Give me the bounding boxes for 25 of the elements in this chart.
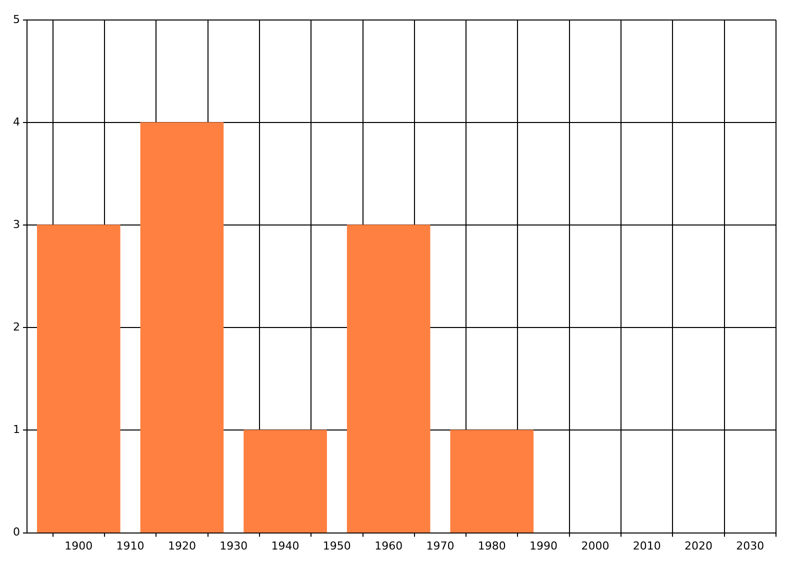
x-tick-label: 1960 — [374, 539, 403, 552]
x-tick-label: 2020 — [684, 539, 713, 552]
y-tick-label: 1 — [13, 423, 20, 436]
y-tick-label: 0 — [13, 526, 20, 539]
x-tick-label: 1990 — [530, 539, 558, 552]
x-tick-label: 1900 — [64, 539, 93, 552]
bar — [244, 430, 327, 533]
x-tick-label: 2000 — [581, 539, 610, 552]
y-tick-label: 3 — [13, 218, 20, 231]
x-tick-label: 1980 — [478, 539, 506, 552]
x-tick-label: 2010 — [632, 539, 661, 552]
y-tick-label: 2 — [13, 320, 20, 334]
x-tick-label: 1920 — [168, 539, 196, 552]
x-tick-label: 1940 — [271, 539, 300, 552]
bar — [450, 430, 534, 533]
x-tick-label: 2030 — [736, 539, 764, 552]
bar — [37, 224, 120, 533]
y-tick-label: 5 — [13, 12, 20, 26]
bar — [346, 224, 430, 533]
x-tick-label: 1930 — [220, 539, 248, 552]
y-tick-label: 4 — [13, 115, 20, 128]
x-tick-label: 1970 — [426, 539, 454, 552]
x-tick-label: 1950 — [322, 539, 351, 552]
x-tick-label: 1910 — [116, 539, 144, 552]
bar — [140, 122, 224, 533]
